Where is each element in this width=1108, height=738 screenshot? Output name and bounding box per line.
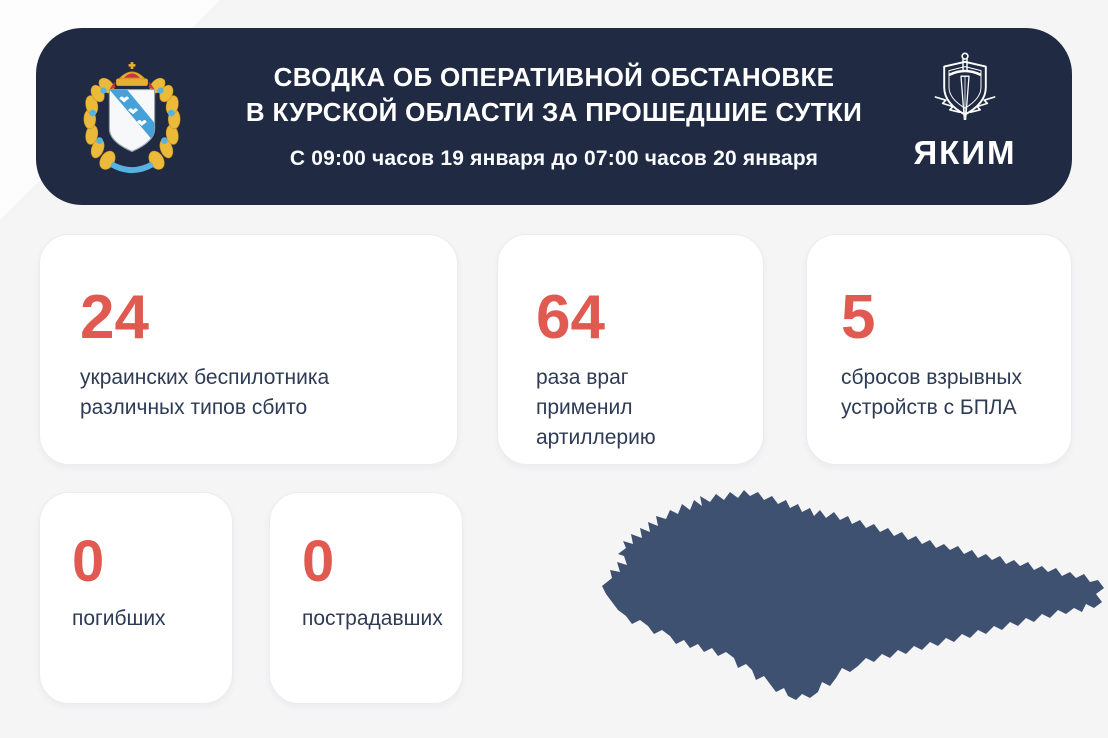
kursk-region-map-icon xyxy=(602,490,1104,700)
header-title-block: СВОДКА ОБ ОПЕРАТИВНОЙ ОБСТАНОВКЕ В КУРСК… xyxy=(36,60,1072,171)
stat-value: 24 xyxy=(80,283,149,352)
stat-label: украинских беспилотника различных типов … xyxy=(80,366,330,419)
stat-value: 5 xyxy=(841,283,876,352)
casualty-value: 0 xyxy=(72,529,105,594)
header-title-line2: В КУРСКОЙ ОБЛАСТИ ЗА ПРОШЕДШИЕ СУТКИ xyxy=(245,97,863,127)
stat-card-uav-drops: 5 сбросов взрывных устройств с БПЛА xyxy=(806,234,1072,465)
summary-header: СВОДКА ОБ ОПЕРАТИВНОЙ ОБСТАНОВКЕ В КУРСК… xyxy=(36,28,1072,205)
header-title-line1: СВОДКА ОБ ОПЕРАТИВНОЙ ОБСТАНОВКЕ xyxy=(273,62,835,92)
casualty-value: 0 xyxy=(302,529,335,594)
yakim-logo-label: ЯКИМ xyxy=(913,134,1017,171)
kursk-coat-of-arms-icon xyxy=(83,62,181,174)
header-subtitle: С 09:00 часов 19 января до 07:00 часов 2… xyxy=(289,147,819,170)
sword-shield-icon xyxy=(934,52,996,121)
stat-value: 64 xyxy=(536,283,605,352)
kursk-region-silhouette xyxy=(602,490,1104,700)
stat-card-drones: 24 украинских беспилотника различных тип… xyxy=(39,234,458,465)
yakim-logo: ЯКИМ xyxy=(886,50,1044,172)
casualty-card-injured: 0 пострадавших xyxy=(269,492,463,704)
casualty-label: пострадавших xyxy=(302,607,443,630)
casualty-label: погибших xyxy=(72,607,166,630)
casualty-card-killed: 0 погибших xyxy=(39,492,233,704)
stat-label: раза враг применил артиллерию xyxy=(536,366,656,449)
stat-card-artillery: 64 раза враг применил артиллерию xyxy=(497,234,764,465)
stat-label: сбросов взрывных устройств с БПЛА xyxy=(841,366,1022,419)
